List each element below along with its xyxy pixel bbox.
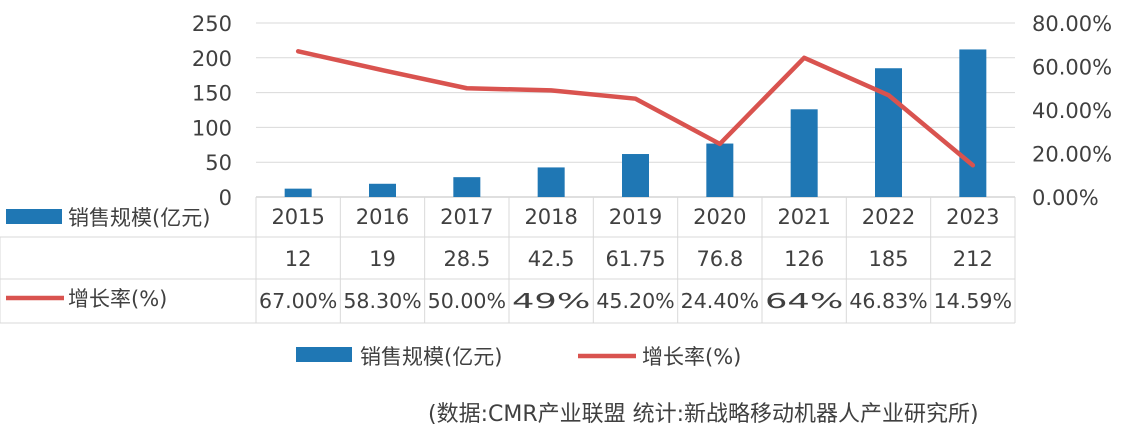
table-cell-value: 46.83%	[849, 289, 927, 313]
bar	[453, 177, 481, 197]
legend-label: 销售规模(亿元)	[360, 345, 502, 369]
y-left-tick-label: 200	[192, 47, 232, 71]
x-tick-label: 2021	[777, 205, 830, 229]
legend-label: 增长率(%)	[642, 345, 741, 369]
table-cell-value: 58.30%	[343, 289, 421, 313]
x-tick-label: 2023	[946, 205, 999, 229]
table-cell-value: 14.59%	[934, 289, 1012, 313]
table-cell-value: 45.20%	[596, 289, 674, 313]
table-cell-value: 42.5	[528, 247, 575, 271]
table-cell-value: 212	[953, 247, 993, 271]
y-left-tick-label: 0	[219, 186, 232, 210]
table-cell-value: 185	[868, 247, 908, 271]
x-tick-label: 2017	[440, 205, 493, 229]
y-right-tick-label: 80.00%	[1032, 12, 1112, 36]
x-tick-label: 2018	[524, 205, 577, 229]
y-left-tick-label: 50	[205, 151, 232, 175]
x-tick-label: 2015	[271, 205, 324, 229]
table-cell-value: 28.5	[443, 247, 490, 271]
table-cell-value: 126	[784, 247, 824, 271]
table-cell-value: 24.40%	[681, 289, 759, 313]
table-cell-value: 61.75	[605, 247, 665, 271]
table-cell-value: 76.8	[696, 247, 743, 271]
bar-line-chart: 250 200 150 100 50 0 80.00% 60.00% 40.00% 20.00% 0…	[0, 12, 1112, 369]
y-left-tick-label: 150	[192, 82, 232, 106]
bar	[622, 154, 649, 197]
table-cell-value: 64%	[765, 289, 843, 313]
table-cell-value: 67.00%	[259, 289, 337, 313]
bar	[706, 143, 734, 197]
y-left-tick-label: 100	[192, 116, 232, 140]
bar	[284, 188, 312, 197]
x-tick-label: 2019	[609, 205, 662, 229]
legend-bar-swatch	[296, 347, 352, 362]
bar	[875, 68, 902, 198]
x-tick-label: 2016	[356, 205, 409, 229]
table-row-label: 增长率(%)	[68, 287, 167, 311]
bar	[959, 49, 987, 198]
table-cell-value: 49%	[512, 289, 590, 313]
x-tick-label: 2020	[693, 205, 746, 229]
bar	[369, 183, 396, 197]
y-right-tick-label: 40.00%	[1032, 99, 1112, 123]
table-row-label: 销售规模(亿元)	[68, 206, 210, 230]
bar	[537, 167, 565, 197]
growth-line	[295, 49, 976, 168]
legend-bar-swatch	[6, 209, 62, 224]
y-right-tick-label: 0.00%	[1032, 186, 1099, 210]
x-tick-label: 2022	[862, 205, 915, 229]
y-left-tick-label: 250	[192, 12, 232, 36]
y-right-tick-label: 60.00%	[1032, 56, 1112, 80]
y-right-tick-label: 20.00%	[1032, 143, 1112, 167]
table-cell-value: 50.00%	[428, 289, 506, 313]
table-cell-value: 12	[285, 247, 312, 271]
table-cell-value: 19	[369, 247, 396, 271]
bar	[790, 109, 818, 197]
source-note: (数据:CMR产业联盟 统计:新战略移动机器人产业研究所)	[428, 402, 979, 427]
